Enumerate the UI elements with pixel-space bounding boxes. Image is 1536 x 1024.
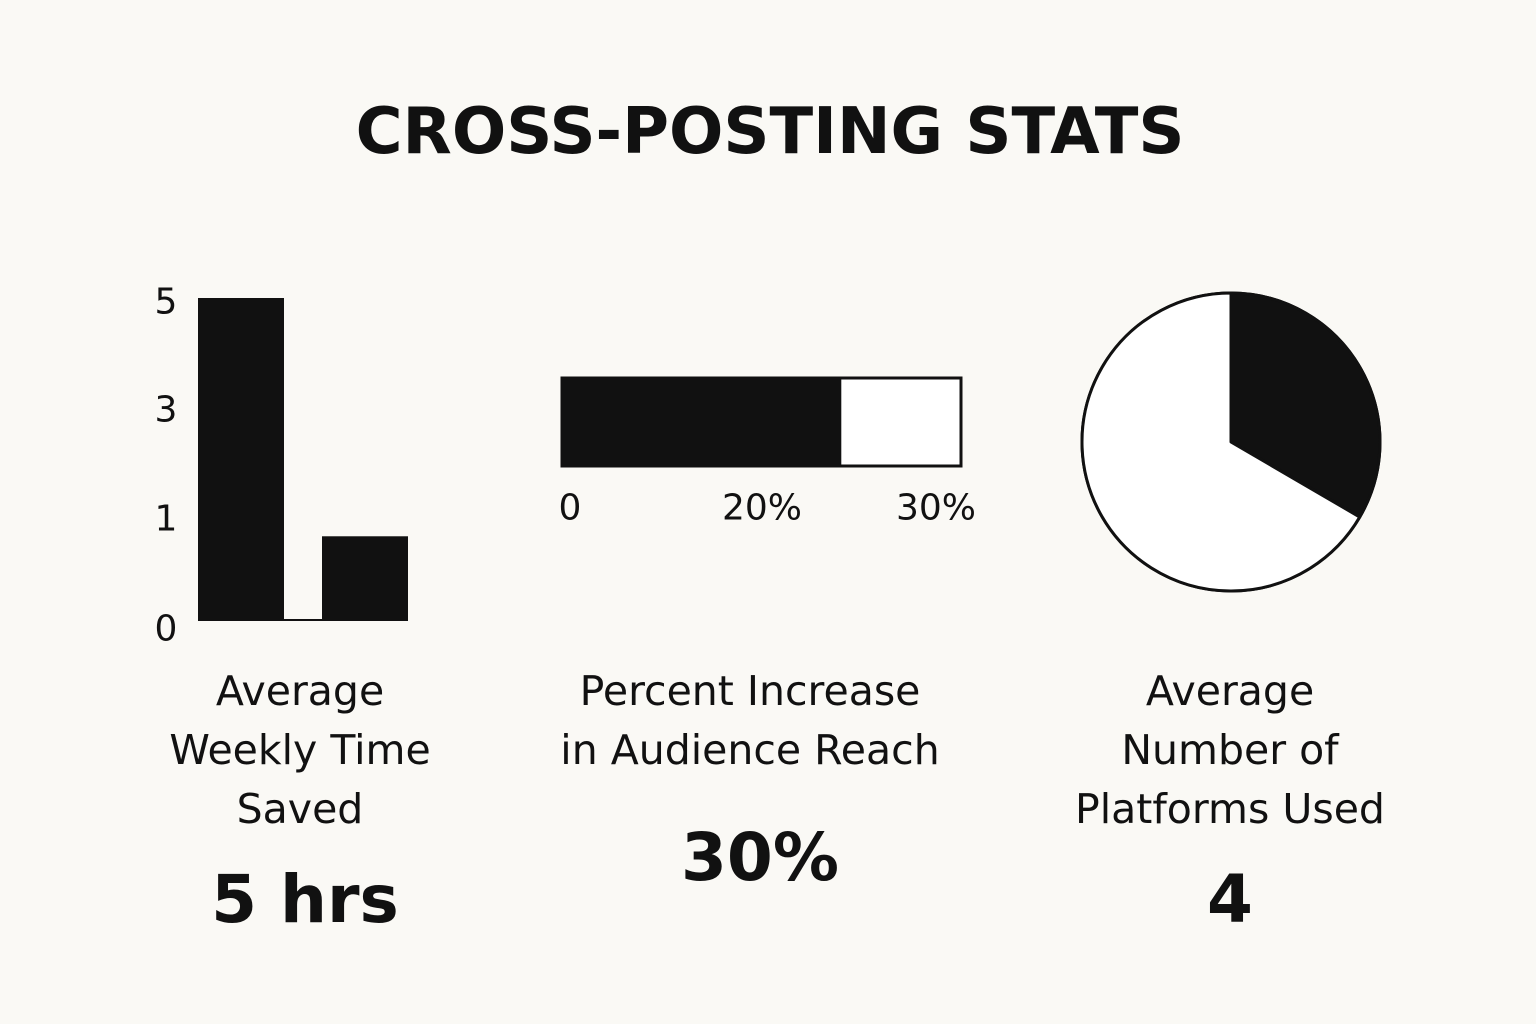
x-tick-label: 0 (559, 488, 582, 529)
panel-label-line: in Audience Reach (560, 726, 940, 774)
panel-label-line: Number of (1121, 726, 1339, 774)
pie-slice-2 (1080, 291, 1362, 593)
y-tick-label: 0 (155, 609, 178, 650)
panel-label-line: Weekly Time (169, 726, 431, 774)
bar-1 (198, 298, 284, 620)
chart-title: CROSS-POSTING STATS (355, 95, 1185, 169)
y-tick-label: 3 (155, 390, 178, 431)
panel-value-platforms: 4 (1207, 861, 1253, 938)
progress-fill (562, 378, 842, 466)
x-tick-label: 30% (896, 488, 976, 529)
platforms-pie-chart (1080, 291, 1382, 593)
pie-slice-1 (1229, 291, 1382, 519)
bar-2 (322, 536, 408, 620)
panel-label-line: Percent Increase (579, 667, 921, 715)
panel-value-time-saved: 5 hrs (211, 861, 399, 938)
y-tick-label: 5 (155, 282, 178, 323)
panel-label-line: Average (215, 667, 385, 715)
y-tick-label: 1 (155, 499, 178, 540)
panel-label-platforms: Average Number of Platforms Used (1040, 662, 1420, 839)
panel-label-line: Saved (236, 785, 364, 833)
x-tick-label: 20% (722, 488, 802, 529)
panel-label-line: Platforms Used (1075, 785, 1385, 833)
audience-reach-progress-bar: 0 20% 30% (559, 376, 976, 529)
panel-label-time-saved: Average Weekly Time Saved (150, 662, 450, 839)
panel-value-audience-reach: 30% (681, 819, 839, 896)
weekly-time-bar-chart: 0 1 3 5 (155, 282, 408, 650)
panel-label-line: Average (1145, 667, 1315, 715)
panel-label-audience-reach: Percent Increase in Audience Reach (520, 662, 980, 780)
